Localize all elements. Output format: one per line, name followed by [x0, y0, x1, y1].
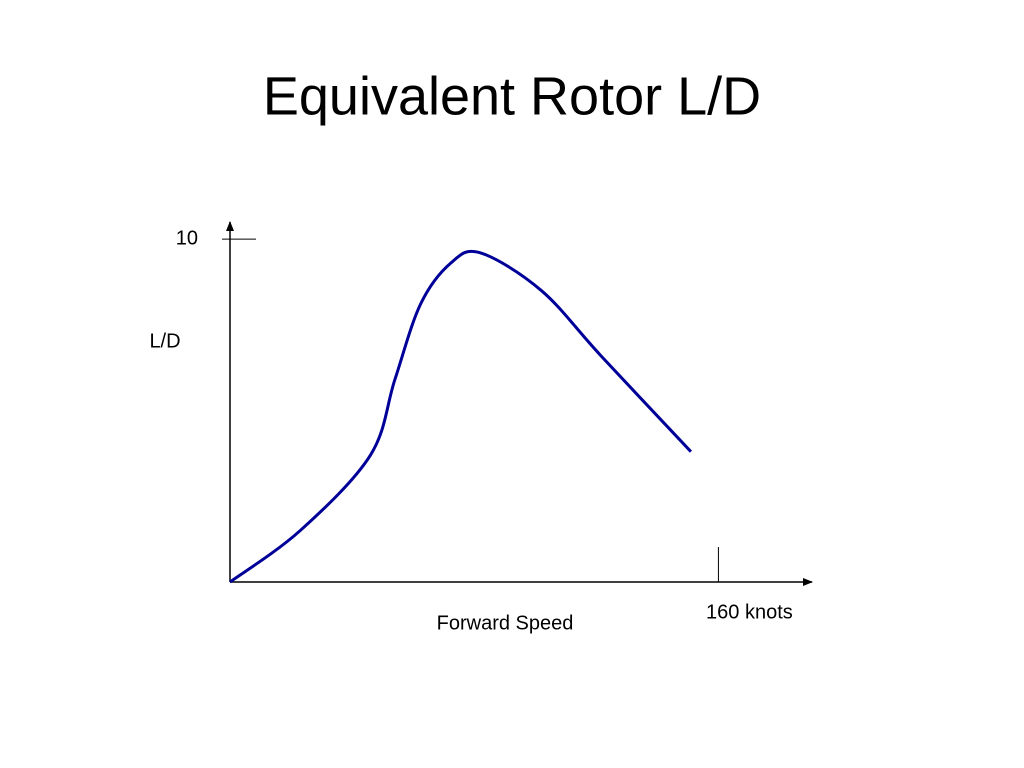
y-tick-label: 10	[176, 227, 198, 249]
x-tick-label: 160 knots	[706, 601, 793, 623]
x-axis-label: Forward Speed	[437, 612, 574, 634]
data-line	[229, 249, 693, 584]
chart-title: Equivalent Rotor L/D	[263, 66, 761, 126]
y-axis-label: L/D	[149, 330, 180, 352]
